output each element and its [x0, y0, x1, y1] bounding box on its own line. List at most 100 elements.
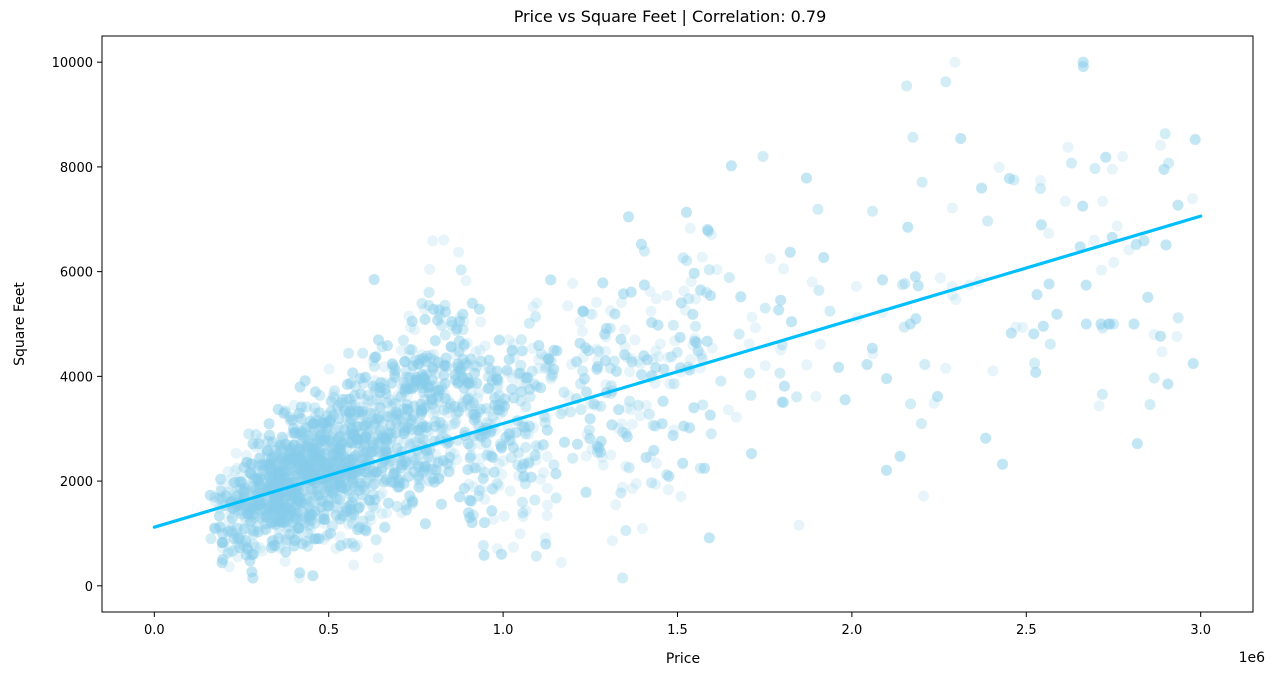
scatter-point	[1117, 151, 1128, 162]
y-tick-label: 4000	[60, 370, 93, 385]
scatter-point	[278, 466, 289, 478]
scatter-point	[506, 373, 518, 384]
scatter-point	[452, 377, 464, 389]
scatter-point	[369, 352, 380, 363]
scatter-point	[354, 372, 366, 384]
scatter-point	[506, 344, 518, 356]
scatter-point	[529, 450, 541, 461]
scatter-point	[465, 353, 477, 365]
scatter-point	[358, 393, 370, 405]
scatter-point	[543, 360, 555, 372]
scatter-point	[303, 501, 315, 513]
scatter-point	[274, 468, 286, 480]
scatter-point	[209, 522, 220, 534]
scatter-point	[223, 545, 234, 557]
scatter-point	[436, 430, 448, 442]
scatter-point	[231, 522, 243, 534]
scatter-point	[292, 490, 304, 502]
scatter-point	[376, 487, 388, 499]
scatter-point	[241, 542, 253, 554]
scatter-point	[389, 371, 401, 383]
scatter-point	[514, 378, 526, 390]
scatter-point	[375, 411, 387, 423]
scatter-point	[458, 339, 470, 351]
scatter-point	[289, 535, 301, 547]
scatter-point	[426, 374, 438, 385]
scatter-point	[411, 371, 423, 383]
scatter-point	[335, 540, 347, 552]
scatter-point	[515, 386, 527, 398]
scatter-point	[618, 288, 629, 300]
scatter-point	[280, 405, 292, 416]
scatter-point	[389, 466, 401, 478]
scatter-point	[454, 491, 466, 503]
scatter-point	[551, 345, 563, 357]
scatter-point	[419, 465, 431, 477]
scatter-point	[273, 460, 285, 472]
scatter-point	[395, 473, 407, 485]
scatter-point	[345, 427, 357, 439]
scatter-point	[1077, 56, 1089, 68]
scatter-point	[404, 372, 415, 383]
scatter-point	[382, 426, 394, 438]
scatter-point	[446, 419, 458, 431]
scatter-point	[527, 301, 539, 313]
scatter-point	[1037, 320, 1049, 332]
scatter-point	[475, 355, 487, 367]
scatter-point	[239, 482, 251, 494]
scatter-point	[307, 570, 319, 582]
scatter-point	[286, 414, 298, 426]
scatter-point	[357, 468, 368, 480]
scatter-point	[453, 345, 465, 357]
scatter-point	[278, 495, 289, 507]
scatter-point	[315, 457, 327, 469]
scatter-point	[388, 463, 400, 475]
scatter-point	[265, 471, 277, 483]
scatter-point	[624, 366, 635, 378]
scatter-point	[436, 422, 448, 434]
scatter-point	[597, 459, 609, 471]
scatter-point	[491, 543, 503, 555]
scatter-point	[255, 472, 267, 484]
scatter-point	[600, 379, 612, 391]
scatter-point	[314, 460, 326, 472]
scatter-point	[434, 416, 446, 428]
scatter-point	[394, 476, 405, 488]
scatter-point	[434, 424, 446, 436]
scatter-point	[465, 353, 477, 365]
scatter-point	[289, 534, 301, 546]
scatter-point	[302, 440, 314, 452]
scatter-point	[667, 430, 679, 441]
scatter-point	[980, 432, 992, 444]
scatter-point	[1066, 157, 1077, 169]
scatter-point	[297, 538, 309, 550]
scatter-point	[374, 426, 386, 438]
scatter-point	[408, 466, 420, 478]
scatter-point	[1187, 358, 1199, 369]
scatter-point	[321, 410, 333, 422]
scatter-point	[540, 538, 552, 550]
scatter-point	[309, 412, 321, 424]
scatter-point	[376, 508, 388, 520]
scatter-point	[264, 429, 275, 441]
scatter-point	[345, 413, 357, 425]
scatter-point	[1155, 330, 1166, 342]
scatter-point	[537, 439, 549, 451]
scatter-point	[288, 540, 300, 552]
scatter-point	[435, 498, 447, 510]
scatter-point	[463, 478, 475, 490]
scatter-point	[349, 418, 361, 430]
scatter-point	[309, 505, 321, 517]
scatter-point	[395, 344, 407, 356]
scatter-point	[551, 345, 563, 357]
scatter-point	[248, 472, 260, 484]
scatter-point	[371, 413, 383, 425]
scatter-point	[955, 133, 967, 144]
scatter-point	[571, 356, 583, 368]
scatter-point	[619, 349, 631, 361]
scatter-point	[305, 458, 317, 470]
scatter-point	[335, 397, 347, 409]
scatter-point	[806, 276, 818, 288]
scatter-point	[335, 540, 347, 552]
scatter-point	[209, 496, 221, 508]
